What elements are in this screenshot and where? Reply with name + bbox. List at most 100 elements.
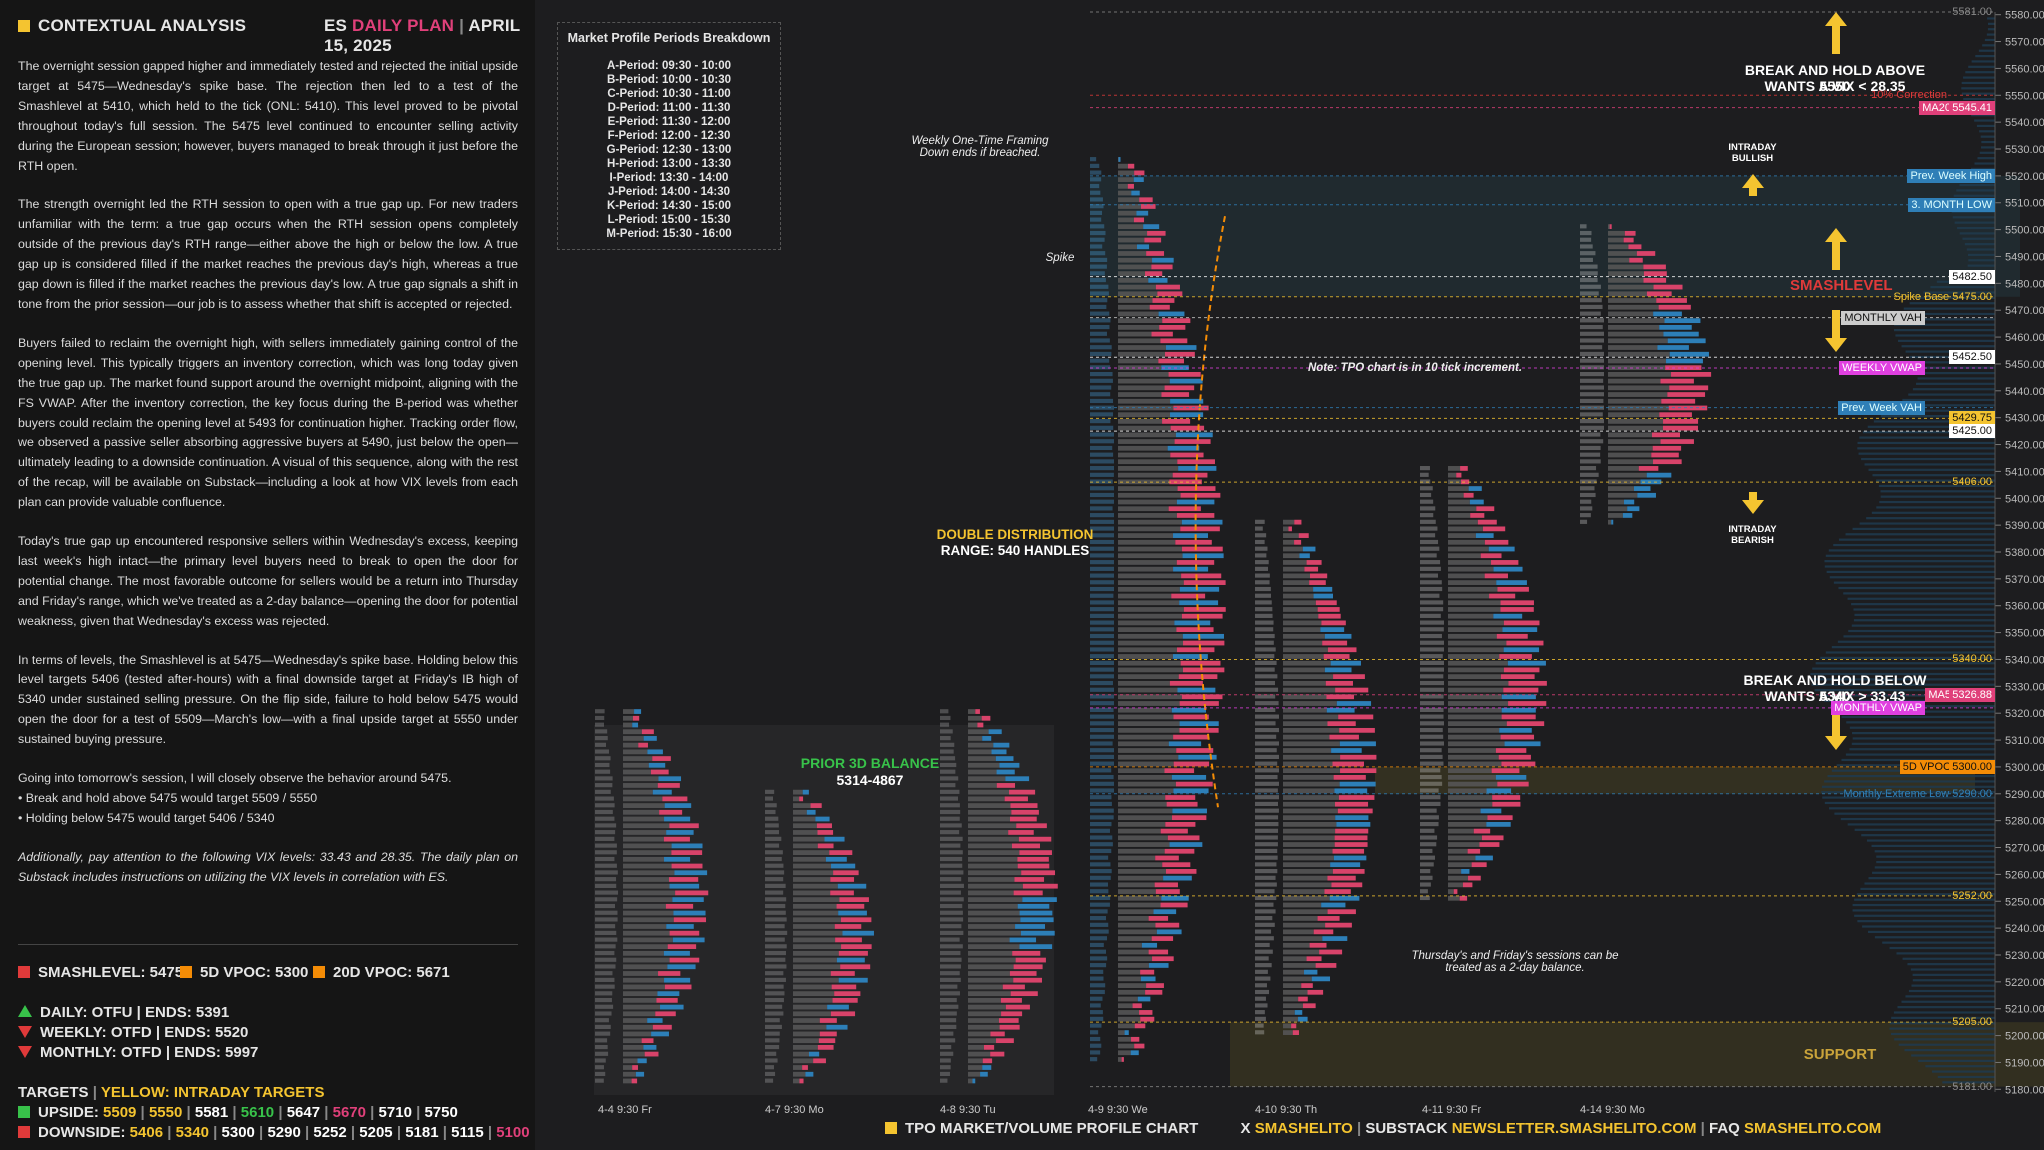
volume-profile-bar xyxy=(1843,635,1995,638)
tpo-letters xyxy=(1255,748,1277,753)
volume-bar xyxy=(1307,989,1324,995)
tpo-letters xyxy=(1580,304,1603,310)
volume-bar xyxy=(1172,654,1208,659)
tpo-profile-bar xyxy=(1118,627,1177,632)
tpo-profile-bar xyxy=(1118,1057,1122,1062)
volume-bar xyxy=(1179,600,1219,606)
tpo-profile-bar xyxy=(1118,573,1182,579)
volume-bar xyxy=(1153,909,1177,915)
volume-bar xyxy=(817,843,834,849)
tpo-letters xyxy=(1090,566,1114,571)
volume-bar xyxy=(1148,963,1169,968)
tpo-letters xyxy=(940,783,956,788)
volume-bar xyxy=(1495,748,1527,753)
tpo-letters xyxy=(1255,929,1272,934)
tpo-letters xyxy=(765,856,782,862)
tpo-letters xyxy=(1090,499,1114,504)
tpo-profile-bar xyxy=(1283,694,1327,700)
volume-bar xyxy=(1170,412,1204,418)
analysis-paragraph-1: The overnight session gapped higher and … xyxy=(18,59,518,173)
volume-bar xyxy=(1152,956,1174,962)
tpo-profile-bar xyxy=(1448,573,1485,579)
volume-bar xyxy=(1310,573,1328,579)
tpo-profile-bar xyxy=(1118,989,1146,995)
tpo-letters xyxy=(1090,1016,1104,1021)
volume-profile-bar xyxy=(1853,608,1995,611)
volume-profile-bar xyxy=(1968,253,1995,256)
volume-bar xyxy=(1154,882,1178,888)
tpo-letters xyxy=(595,1004,614,1009)
tpo-profile-bar xyxy=(793,843,818,849)
volume-profile-bar xyxy=(1891,1016,1995,1019)
footer-site-link[interactable]: SMASHELITO.COM xyxy=(1744,1120,1882,1137)
tpo-letters xyxy=(1090,1036,1101,1042)
volume-bar xyxy=(1638,466,1659,471)
volume-bar xyxy=(841,944,872,950)
ma5-tag: MA5 xyxy=(1925,687,1954,702)
tpo-profile-bar xyxy=(623,897,673,902)
tpo-profile-bar xyxy=(1118,949,1149,955)
tpo-letters xyxy=(595,870,618,875)
volume-bar xyxy=(1327,721,1356,727)
tpo-letters xyxy=(595,930,617,935)
tpo-letters xyxy=(940,930,964,935)
tpo-profile-bar xyxy=(793,971,831,976)
tpo-letters xyxy=(1090,822,1112,827)
tpo-letters xyxy=(940,964,961,969)
tpo-letters xyxy=(1090,351,1112,357)
yellow-square-icon xyxy=(1221,1122,1233,1134)
volume-profile-bar xyxy=(1878,484,1995,488)
tpo-letters xyxy=(1090,781,1114,786)
footer-newsletter-link[interactable]: NEWSLETTER.SMASHELITO.COM xyxy=(1451,1120,1697,1137)
tpo-profile-bar xyxy=(968,856,1018,862)
volume-bar xyxy=(1629,257,1643,263)
price-tick-label: 5240.00 xyxy=(2005,923,2044,935)
volume-bar xyxy=(1306,956,1322,962)
tpo-letters xyxy=(765,803,777,808)
volume-bar xyxy=(1294,1010,1303,1015)
tpo-letters xyxy=(765,910,786,915)
analysis-paragraph-7: Additionally, pay attention to the follo… xyxy=(18,849,518,884)
volume-bar xyxy=(1480,553,1502,559)
volume-bar xyxy=(1333,855,1367,861)
tpo-letters xyxy=(1090,674,1114,679)
tpo-profile-bar xyxy=(1118,486,1178,491)
tpo-profile-bar xyxy=(1283,801,1335,807)
tpo-profile-bar xyxy=(793,1051,809,1057)
tpo-letters xyxy=(940,1044,952,1050)
period-row: J-Period: 14:00 - 14:30 xyxy=(607,186,731,198)
tpo-letters xyxy=(940,1065,951,1070)
volume-bar xyxy=(1302,546,1316,552)
tpo-profile-bar xyxy=(1608,392,1668,397)
volume-profile-bar xyxy=(1977,157,1995,160)
tpo-profile-bar xyxy=(968,1031,991,1037)
tpo-letters xyxy=(1255,560,1269,565)
tpo-profile-bar xyxy=(1283,822,1337,827)
tpo-profile-bar xyxy=(1118,277,1149,283)
tpo-profile-bar xyxy=(1448,781,1498,787)
tpo-profile-bar xyxy=(968,1071,981,1077)
tpo-profile-bar xyxy=(1283,721,1328,727)
footer-handle[interactable]: SMASHELITO xyxy=(1254,1120,1353,1137)
tpo-profile-bar xyxy=(1283,727,1340,733)
tpo-profile-bar xyxy=(1118,197,1140,203)
tpo-profile-bar xyxy=(623,1044,644,1050)
tpo-profile-bar xyxy=(1118,916,1149,921)
tpo-profile-bar xyxy=(968,924,1016,929)
volume-profile-bar xyxy=(1857,920,1995,923)
volume-bar xyxy=(1331,748,1362,753)
volume-bar xyxy=(1488,546,1515,552)
volume-profile-bar xyxy=(1880,495,1995,498)
volume-bar xyxy=(1169,479,1202,485)
tpo-letters xyxy=(1255,586,1271,592)
tpo-letters xyxy=(1255,795,1279,800)
tpo-letters xyxy=(1420,768,1441,773)
volume-bar xyxy=(1124,1030,1129,1035)
tpo-profile-bar xyxy=(1118,748,1177,753)
tpo-profile-bar xyxy=(1283,607,1318,612)
period-row: K-Period: 14:30 - 15:00 xyxy=(607,200,731,212)
volume-bar xyxy=(1666,358,1703,364)
volume-bar xyxy=(1643,277,1667,283)
tpo-letters xyxy=(940,897,964,902)
tpo-letters xyxy=(1090,687,1114,692)
